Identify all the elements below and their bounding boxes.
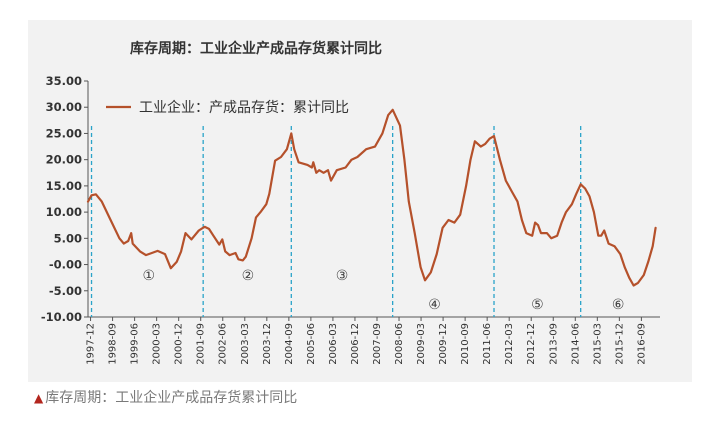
y-tick-label: 25.00 — [46, 126, 82, 140]
cycle-label: ⑥ — [612, 297, 625, 313]
caption-text: 库存周期：工业企业产成品存货累计同比 — [45, 390, 298, 406]
y-tick-label: 30.00 — [46, 100, 82, 114]
x-tick-label: 2005-06 — [306, 323, 317, 365]
legend: 工业企业：产成品存货：累计同比 — [106, 99, 349, 116]
cycle-label: ⑤ — [531, 297, 544, 313]
x-tick-label: 2003-03 — [240, 323, 251, 365]
x-tick-label: 1998-09 — [108, 323, 119, 365]
axes-layer: 35.00 30.00 25.00 20.00 15.00 10.00 5.00 -0.00 -… — [41, 74, 660, 365]
x-tick-label: 1997-12 — [86, 323, 97, 365]
cycle-dividers — [90, 126, 582, 317]
x-tick-label: 2012-12 — [526, 323, 537, 365]
y-tick-label: 10.00 — [46, 205, 82, 219]
x-tick-label: 2001-09 — [196, 323, 207, 365]
caption-marker-icon: ▲ — [34, 391, 44, 405]
y-tick-label: 15.00 — [46, 179, 82, 193]
series-layer — [86, 108, 657, 287]
x-tick-label: 2010-09 — [460, 323, 471, 365]
x-tick-label: 2008-06 — [394, 323, 405, 365]
y-tick-label: 5.00 — [54, 231, 82, 245]
x-tick-label: 1999-06 — [130, 323, 141, 365]
x-tick-label: 2006-03 — [328, 323, 339, 365]
x-tick-label: 2015-03 — [592, 323, 603, 365]
chart-title: 库存周期：工业企业产成品存货累计同比 — [130, 40, 382, 57]
cycle-label: ② — [242, 268, 255, 284]
cycle-label: ① — [143, 268, 156, 284]
y-tick-label: -5.00 — [49, 284, 82, 298]
cycle-labels: ① ② ③ ④ ⑤ ⑥ — [143, 268, 625, 313]
x-tick-label: 2006-12 — [350, 323, 361, 365]
inventory-cycle-chart: 库存周期：工业企业产成品存货累计同比 35.00 30.00 25.00 20.00 1… — [41, 40, 660, 365]
chart-card: 库存周期：工业企业产成品存货累计同比 35.00 30.00 25.00 20.00 1… — [28, 20, 692, 382]
x-tick-label: 2000-12 — [174, 323, 185, 365]
y-tick-label: 20.00 — [46, 153, 82, 167]
x-tick-label: 2012-03 — [504, 323, 515, 365]
y-tick-label: -0.00 — [49, 258, 82, 272]
x-tick-label: 2002-06 — [218, 323, 229, 365]
x-tick-label: 2003-12 — [262, 323, 273, 365]
x-tick-label: 2009-12 — [438, 323, 449, 365]
legend-label: 工业企业：产成品存货：累计同比 — [139, 99, 349, 116]
x-tick-label: 2000-03 — [152, 323, 163, 365]
x-tick-label: 2016-09 — [636, 323, 647, 365]
x-tick-label: 2009-03 — [416, 323, 427, 365]
x-tick-label: 2013-09 — [548, 323, 559, 365]
y-tick-label: -10.00 — [41, 310, 82, 324]
series-line — [86, 108, 657, 287]
x-tick-label: 2014-06 — [570, 323, 581, 365]
cycle-label: ④ — [428, 297, 441, 313]
x-tick-label: 2007-09 — [372, 323, 383, 365]
x-tick-label: 2015-12 — [614, 323, 625, 365]
cycle-label: ③ — [336, 268, 349, 284]
figure-caption: ▲ 库存周期：工业企业产成品存货累计同比 — [34, 387, 297, 407]
y-tick-label: 35.00 — [46, 74, 82, 88]
x-tick-label: 2011-06 — [482, 323, 493, 365]
x-tick-label: 2004-09 — [284, 323, 295, 365]
